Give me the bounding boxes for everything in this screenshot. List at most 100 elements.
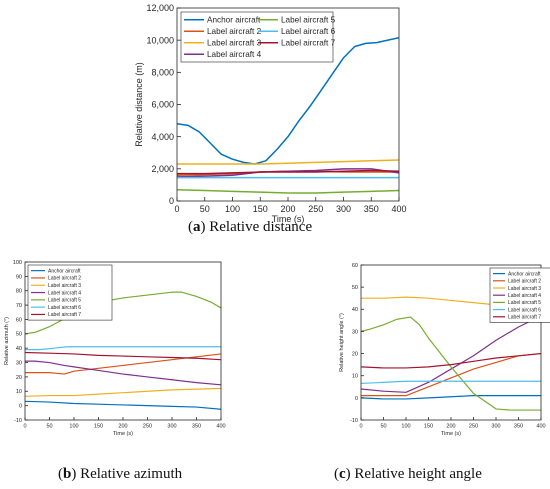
y-tick-label-b-9: 80 <box>16 289 22 295</box>
legend-label-b-4: Label aircraft 4 <box>48 290 81 296</box>
legend-label-a-2: Label aircraft 2 <box>207 27 262 36</box>
y-axis-label-a: Relative distance (m) <box>134 62 144 147</box>
y-tick-label-a-1: 2,000 <box>151 164 174 174</box>
x-tick-label-c-2: 100 <box>401 424 410 430</box>
series-line-c-2 <box>361 352 541 397</box>
x-tick-label-c-7: 350 <box>514 424 523 430</box>
legend-label-c-7: Label aircraft 7 <box>508 315 541 321</box>
x-tick-label-a-7: 350 <box>364 204 379 214</box>
x-tick-label-b-2: 100 <box>69 424 78 430</box>
y-tick-label-b-1: 0 <box>19 404 22 410</box>
x-tick-label-b-6: 300 <box>167 424 176 430</box>
series-line-c-7 <box>361 352 541 369</box>
legend-label-b-3: Label aircraft 3 <box>48 283 81 289</box>
chart-c: 0 50 100 150 200 250 300 350 400-100102030405060… <box>339 263 550 437</box>
legend-label-b-6: Label aircraft 6 <box>48 305 81 311</box>
caption-b-text: Relative azimuth <box>76 466 183 482</box>
x-tick-label-b-3: 150 <box>94 424 103 430</box>
legend-label-c-1: Anchor aircraft <box>508 271 541 277</box>
series-line-b-3 <box>25 387 221 397</box>
legend-box-a <box>180 11 334 63</box>
x-tick-label-b-7: 350 <box>192 424 201 430</box>
x-tick-label-a-6: 300 <box>336 204 351 214</box>
legend-label-b-2: Label aircraft 2 <box>48 276 81 282</box>
y-tick-label-a-3: 6,000 <box>151 100 174 110</box>
caption-a-close: ) <box>200 219 206 235</box>
y-tick-label-a-5: 10,000 <box>146 35 174 45</box>
caption-b-letter: b <box>63 466 72 482</box>
x-tick-label-b-1: 50 <box>46 424 52 430</box>
x-axis-label-c: Time (s) <box>441 431 461 437</box>
series-line-b-7 <box>25 351 221 361</box>
x-tick-label-a-8: 400 <box>391 204 406 214</box>
y-tick-label-b-11: 100 <box>13 260 22 266</box>
y-tick-label-b-3: 20 <box>16 375 22 381</box>
series-line-b-5 <box>25 291 221 335</box>
legend-label-a-7: Label aircraft 7 <box>281 39 336 48</box>
legend-label-c-5: Label aircraft 5 <box>508 300 541 306</box>
series-line-c-6 <box>361 380 541 385</box>
legend-label-a-3: Label aircraft 3 <box>207 39 262 48</box>
y-tick-label-a-2: 4,000 <box>151 132 174 142</box>
y-tick-label-c-4: 30 <box>352 329 358 335</box>
caption-a-open: ( <box>188 219 193 235</box>
legend-label-c-3: Label aircraft 3 <box>508 286 541 292</box>
y-tick-label-c-6: 50 <box>352 285 358 291</box>
legend-label-b-1: Anchor aircraft <box>48 268 81 274</box>
x-tick-label-a-0: 0 <box>174 204 179 214</box>
y-axis-label-b: Relative azimuth (°) <box>4 317 10 365</box>
x-tick-label-b-0: 0 <box>23 424 26 430</box>
series-line-a-7 <box>177 169 399 175</box>
series-line-a-1 <box>177 37 399 165</box>
caption-c-close: ) <box>345 466 351 482</box>
y-tick-label-b-0: -10 <box>14 418 22 424</box>
caption-c-open: ( <box>334 466 339 482</box>
x-tick-label-c-6: 300 <box>491 424 500 430</box>
y-tick-label-c-0: -10 <box>350 418 358 424</box>
caption-a-text: Relative distance <box>205 219 313 235</box>
caption-c: (c) Relative height angle <box>334 466 482 483</box>
chart-a: 0 50 100 150 200 250 300 350 400 0 2,000 4,000 6,000… <box>134 3 407 224</box>
chart-b: 0 50 100 150 200 250 300 350 400-100102030405060… <box>4 260 226 437</box>
x-tick-label-a-3: 150 <box>253 204 268 214</box>
x-tick-label-c-5: 250 <box>469 424 478 430</box>
caption-a: (a) Relative distance <box>188 219 312 236</box>
series-line-b-6 <box>25 346 221 351</box>
series-line-c-5 <box>361 316 541 411</box>
legend-label-a-5: Label aircraft 5 <box>281 16 336 25</box>
legend-label-c-6: Label aircraft 6 <box>508 307 541 313</box>
y-tick-label-c-2: 10 <box>352 374 358 380</box>
legend-label-a-6: Label aircraft 6 <box>281 27 336 36</box>
y-tick-label-b-2: 10 <box>16 389 22 395</box>
caption-b: (b) Relative azimuth <box>58 466 182 483</box>
y-tick-label-c-3: 20 <box>352 351 358 357</box>
x-tick-label-b-4: 200 <box>118 424 127 430</box>
x-tick-label-c-8: 400 <box>536 424 545 430</box>
x-tick-label-a-2: 100 <box>225 204 240 214</box>
x-tick-label-a-5: 250 <box>308 204 323 214</box>
y-axis-label-c: Relative height angle (°) <box>339 313 345 372</box>
x-tick-label-c-0: 0 <box>359 424 362 430</box>
series-line-a-3 <box>177 159 399 165</box>
x-tick-label-c-4: 200 <box>446 424 455 430</box>
caption-c-letter: c <box>339 466 346 482</box>
x-tick-label-c-1: 50 <box>380 424 386 430</box>
y-tick-label-a-6: 12,000 <box>146 3 174 13</box>
x-tick-label-c-3: 150 <box>424 424 433 430</box>
y-tick-label-b-4: 30 <box>16 360 22 366</box>
caption-a-letter: a <box>193 219 201 235</box>
caption-b-open: ( <box>58 466 63 482</box>
y-tick-label-c-7: 60 <box>352 263 358 269</box>
y-tick-label-a-0: 0 <box>169 196 174 206</box>
legend-label-b-5: Label aircraft 5 <box>48 298 81 304</box>
x-tick-label-a-1: 50 <box>200 204 210 214</box>
x-tick-label-a-4: 200 <box>280 204 295 214</box>
legend-label-b-7: Label aircraft 7 <box>48 312 81 318</box>
y-tick-label-c-5: 40 <box>352 307 358 313</box>
y-tick-label-b-5: 40 <box>16 346 22 352</box>
legend-label-c-4: Label aircraft 4 <box>508 293 541 299</box>
x-tick-label-b-8: 400 <box>216 424 225 430</box>
series-line-c-4 <box>361 315 541 393</box>
x-axis-label-b: Time (s) <box>113 431 133 437</box>
y-tick-label-b-10: 90 <box>16 274 22 280</box>
